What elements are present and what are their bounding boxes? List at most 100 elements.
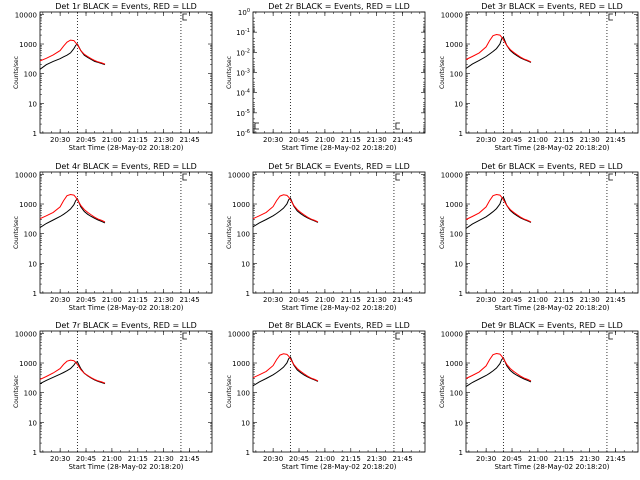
bracket-glyph [182,332,187,340]
detector-panel: Det 5r BLACK = Events, RED = LLD 1 10 100 10… [226,162,426,312]
x-tick-label: 21:45 [605,136,625,144]
lld-series-line [465,193,532,223]
lld-series-line [465,33,532,63]
y-tick-label: 10 [241,419,250,427]
detector-panel: Det 7r BLACK = Events, RED = LLD 1 10 100 10… [13,321,213,471]
y-tick-label: 10-1 [236,28,250,37]
plot-frame [252,171,426,294]
events-series-line [252,356,319,387]
events-series-line [39,197,106,229]
x-tick-label: 20:30 [476,136,496,144]
y-axis-label: Counts/sec [13,216,20,249]
events-series-line [465,196,532,229]
x-tick-label: 21:45 [605,455,625,463]
x-tick-label: 21:00 [102,296,122,304]
y-tick-label: 10-5 [236,109,250,118]
y-tick-label: 100 [24,231,37,239]
bracket-glyph [182,13,187,21]
bracket-glyph [395,173,400,181]
events-series-line [39,43,106,70]
y-tick-label: 1000 [445,201,463,209]
panel-title: Det 1r BLACK = Events, RED = LLD [55,2,197,11]
x-tick-label: 20:30 [50,136,70,144]
y-tick-label: 10000 [228,330,250,338]
bracket-glyph [608,173,613,181]
plot-frame [252,11,426,134]
x-tick-label: 21:00 [315,455,335,463]
detector-panel: Det 4r BLACK = Events, RED = LLD 1 10 100 10… [13,162,213,312]
plot-frame [39,171,213,294]
x-tick-label: 21:30 [580,136,600,144]
x-axis-label: Start Time (28-May-02 20:18:20) [68,463,183,471]
y-tick-label: 10000 [15,171,37,179]
y-tick-label: 10000 [15,11,37,19]
y-tick-label: 10000 [15,330,37,338]
y-tick-label: 10-6 [236,129,250,138]
x-tick-label: 21:15 [554,136,574,144]
y-tick-label: 1 [246,449,250,457]
panel-title: Det 3r BLACK = Events, RED = LLD [481,2,623,11]
x-tick-label: 21:15 [128,136,148,144]
x-tick-label: 20:45 [289,455,309,463]
y-tick-label: 1 [246,290,250,298]
y-tick-label: 100 [450,231,463,239]
x-axis-label: Start Time (28-May-02 20:18:20) [494,304,609,312]
events-series-line [39,361,106,385]
x-tick-label: 20:45 [502,296,522,304]
x-axis-label: Start Time (28-May-02 20:18:20) [68,304,183,312]
x-tick-label: 20:30 [50,455,70,463]
y-tick-label: 10-2 [236,48,250,57]
y-tick-label: 1000 [19,41,37,49]
x-tick-label: 21:30 [154,455,174,463]
bracket-glyph [608,332,613,340]
y-tick-label: 1000 [445,41,463,49]
y-tick-label: 1 [459,449,463,457]
y-tick-label: 1 [459,130,463,138]
detector-panel: Det 8r BLACK = Events, RED = LLD 1 10 100 10… [226,321,426,471]
plot-frame [465,11,639,134]
y-tick-label: 1 [459,290,463,298]
x-axis-label: Start Time (28-May-02 20:18:20) [494,144,609,152]
detector-panel: Det 3r BLACK = Events, RED = LLD 1 10 100 10… [439,2,639,152]
x-tick-label: 21:30 [154,136,174,144]
x-tick-label: 21:30 [154,296,174,304]
y-tick-label: 10-4 [236,89,250,98]
x-tick-label: 20:45 [76,136,96,144]
panel-title: Det 2r BLACK = Events, RED = LLD [268,2,410,11]
x-axis-label: Start Time (28-May-02 20:18:20) [281,463,396,471]
x-tick-label: 20:45 [76,296,96,304]
x-tick-label: 21:30 [367,136,387,144]
events-series-line [465,356,532,388]
x-tick-label: 21:00 [315,136,335,144]
panel-title: Det 7r BLACK = Events, RED = LLD [55,321,197,330]
y-tick-label: 1000 [19,360,37,368]
panel-title: Det 5r BLACK = Events, RED = LLD [268,162,410,171]
plot-frame [465,171,639,294]
y-tick-label: 10 [454,100,463,108]
x-tick-label: 21:15 [554,455,574,463]
x-tick-label: 20:45 [289,296,309,304]
y-tick-label: 1000 [19,201,37,209]
bracket-glyph [254,122,259,130]
y-tick-label: 10 [28,419,37,427]
y-tick-label: 10 [454,260,463,268]
y-axis-label: Counts/sec [439,216,446,249]
x-tick-label: 21:45 [392,296,412,304]
plot-frame [465,330,639,453]
detector-panel: Det 6r BLACK = Events, RED = LLD 1 10 100 10… [439,162,639,312]
x-tick-label: 21:00 [528,296,548,304]
panel-title: Det 6r BLACK = Events, RED = LLD [481,162,623,171]
x-tick-label: 21:15 [341,296,361,304]
plot-frame [39,11,213,134]
y-tick-label: 100 [237,390,250,398]
bracket-glyph [395,122,400,130]
x-tick-label: 21:00 [102,136,122,144]
events-series-line [465,36,532,69]
x-tick-label: 21:45 [179,136,199,144]
x-tick-label: 21:00 [102,455,122,463]
lld-series-line [39,359,106,384]
y-tick-label: 10000 [441,330,463,338]
y-axis-label: Counts/sec [226,56,233,89]
y-tick-label: 1 [33,130,37,138]
